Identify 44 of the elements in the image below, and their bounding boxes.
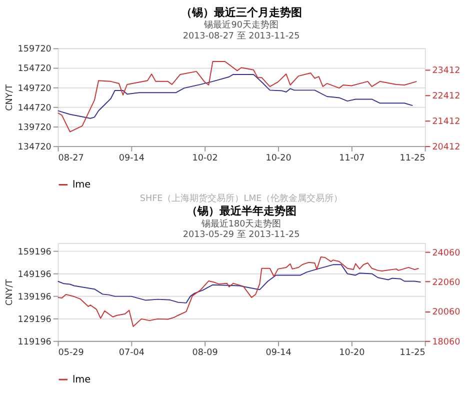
y-tick-label: 139196 [18, 292, 52, 302]
y-tick-label: 159196 [18, 248, 52, 258]
y-axis-title: CNY/T [4, 278, 15, 306]
x-tick-label: 09-14 [118, 153, 145, 164]
y2-tick-label: 24060 [432, 248, 461, 258]
y-tick-label: 139720 [18, 122, 52, 133]
x-tick-label: 08-27 [58, 153, 84, 164]
chart-title: （锡）最近半年走势图 [186, 204, 296, 218]
x-tick-label: 10-02 [192, 153, 218, 164]
x-tick-label: 05-29 [58, 348, 84, 358]
x-tick-label: 11-25 [400, 348, 426, 358]
x-tick-label: 10-20 [339, 348, 366, 358]
y-tick-label: 129196 [18, 314, 52, 325]
line-series [58, 74, 414, 119]
y-tick-label: 134720 [18, 142, 52, 152]
x-tick-label: 10-20 [266, 153, 292, 164]
line-series [58, 60, 418, 132]
y2-tick-label: 21412 [432, 116, 460, 127]
y-tick-label: 149720 [18, 84, 52, 94]
y-tick-label: 119196 [18, 337, 52, 348]
y2-tick-label: 22412 [432, 91, 460, 102]
y-tick-label: 149196 [18, 270, 52, 280]
y-axis-title: CNY/T [4, 84, 15, 111]
legend-label: lme [72, 374, 91, 386]
chart-subtitle: 锡最近180天走势图 2013-05-29 至 2013-11-25 [182, 218, 300, 240]
chart-subtitle: 锡最近90天走势图 2013-08-27 至 2013-11-25 [182, 20, 300, 42]
text: SHFE（上海期货交易所）LME（伦敦金属交易所） [140, 192, 343, 204]
x-tick-label: 11-25 [400, 153, 426, 164]
y2-tick-label: 18060 [432, 337, 461, 348]
y2-tick-label: 20412 [432, 142, 460, 152]
x-tick-label: 08-09 [192, 348, 218, 358]
y2-tick-label: 22060 [432, 278, 461, 288]
x-tick-label: 09-14 [266, 348, 292, 358]
x-tick-label: 07-04 [118, 348, 145, 358]
line-series [58, 256, 420, 327]
legend-label: lme [72, 180, 91, 191]
y2-tick-label: 20060 [432, 308, 461, 318]
line-series [58, 264, 422, 304]
y-tick-label: 159720 [18, 44, 52, 55]
chart-title: （锡）最近三个月走势图 [180, 6, 302, 19]
y-tick-label: 144720 [18, 103, 52, 114]
x-tick-label: 11-07 [339, 153, 365, 164]
y2-tick-label: 23412 [432, 66, 460, 76]
y-tick-label: 154720 [18, 64, 52, 74]
